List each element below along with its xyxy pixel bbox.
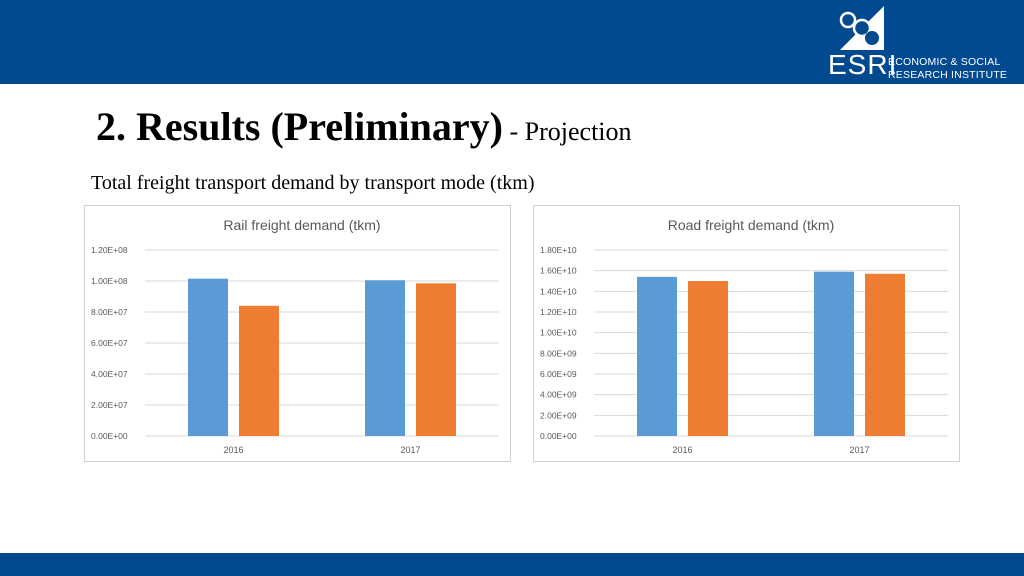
road-chart-panel: Road freight demand (tkm) 0.00E+00 2.00E+0… (533, 205, 960, 462)
bar-2016-series-2 (688, 281, 728, 436)
chart-title: Rail freight demand (tkm) (223, 217, 380, 233)
x-tick-label: 2017 (400, 445, 420, 455)
chart-title: Road freight demand (tkm) (668, 217, 835, 233)
y-tick-label: 1.20E+10 (540, 307, 577, 317)
bar-2017-series-2 (865, 273, 905, 436)
bar-2017-series-2 (416, 283, 456, 436)
bar-2016-series-1 (637, 276, 677, 436)
y-tick-label: 8.00E+09 (540, 348, 577, 358)
bar-2017-series-1 (814, 271, 854, 436)
slide-title-main: 2. Results (Preliminary) (96, 104, 503, 149)
logo-wordmark: ESRI (828, 49, 898, 80)
logo-institute-name: ECONOMIC & SOCIAL RESEARCH INSTITUTE (888, 56, 1007, 82)
y-tick-label: 4.00E+09 (540, 390, 577, 400)
esri-logo: ESRI ECONOMIC & SOCIAL RESEARCH INSTITUT… (822, 0, 1024, 84)
y-tick-label: 6.00E+07 (91, 338, 128, 348)
y-tick-label: 6.00E+09 (540, 369, 577, 379)
y-tick-label: 1.00E+08 (91, 276, 128, 286)
y-tick-label: 4.00E+07 (91, 369, 128, 379)
footer-band (0, 553, 1024, 576)
y-tick-label: 1.60E+10 (540, 266, 577, 276)
y-tick-label: 0.00E+00 (91, 431, 128, 441)
x-tick-label: 2016 (223, 445, 243, 455)
esri-logo-mark-icon (839, 6, 884, 50)
y-tick-label: 2.00E+07 (91, 400, 128, 410)
road-freight-chart: Road freight demand (tkm) 0.00E+00 2.00E+0… (540, 217, 948, 455)
y-tick-label: 1.20E+08 (91, 245, 128, 255)
y-tick-label: 0.00E+00 (540, 431, 577, 441)
y-tick-label: 8.00E+07 (91, 307, 128, 317)
bar-2017-series-1 (365, 280, 405, 436)
x-tick-label: 2016 (672, 445, 692, 455)
slide-subtitle: - Projection (502, 117, 632, 146)
logo-line-2: RESEARCH INSTITUTE (888, 69, 1008, 81)
rail-chart-panel: Rail freight demand (tkm) 0.00E+00 2.00E+0… (84, 205, 511, 462)
rail-freight-chart: Rail freight demand (tkm) 0.00E+00 2.00E+0… (91, 217, 499, 455)
bar-2016-series-1 (188, 278, 228, 436)
y-tick-label: 1.80E+10 (540, 245, 577, 255)
logo-line-1: ECONOMIC & SOCIAL (888, 56, 1001, 68)
bar-2016-series-2 (239, 305, 279, 436)
y-tick-label: 1.00E+10 (540, 328, 577, 338)
x-tick-label: 2017 (849, 445, 869, 455)
slide-caption: Total freight transport demand by transp… (91, 172, 535, 194)
slide-title: 2. Results (Preliminary) - Projection (96, 104, 632, 155)
y-tick-label: 1.40E+10 (540, 286, 577, 296)
y-tick-label: 2.00E+09 (540, 410, 577, 420)
